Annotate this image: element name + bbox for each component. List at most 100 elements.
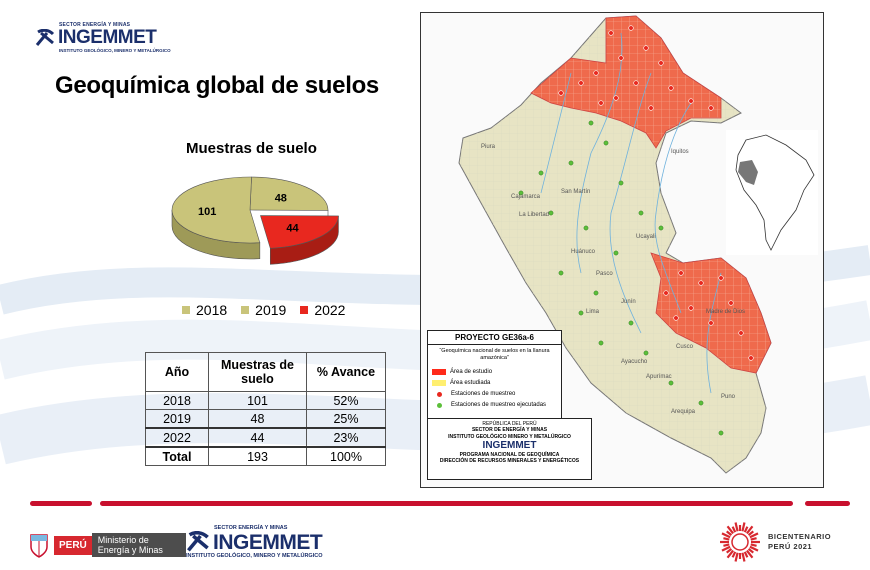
station-executed-marker [668,380,674,386]
map-legend-item: Área de estudio [428,368,561,376]
map-legend-dot [437,391,442,397]
cartouche-line2: SECTOR DE ENERGÍA Y MINAS [471,427,548,434]
map-label-junin: Junín [621,299,636,305]
legend-swatch-2018 [182,306,190,314]
map-label-la-libertad: La Libertad [519,212,549,218]
map-label-cusco: Cusco [676,344,694,350]
footer-logo-name: INGEMMET [213,530,323,554]
table-row: 2019 48 25% [145,409,386,429]
pie-slice-2018 [171,176,261,260]
peru-coat-of-arms-icon [30,534,48,558]
station-executed-marker [538,170,544,176]
chart-title: Muestras de suelo [186,140,317,157]
station-marker [748,355,754,361]
station-marker [708,105,714,111]
logo-name: INGEMMET [58,27,157,48]
station-marker [663,290,669,296]
divider-bar-middle [100,501,793,506]
map-legend-title: PROYECTO GE36a-6 [428,331,561,345]
cell-samples: 48 [208,409,307,429]
station-marker [558,90,564,96]
study-area-north [530,15,722,149]
station-marker [688,98,694,104]
peru-map-graphic: Iquitos Piura Cajamarca San Martín La Li… [458,15,772,474]
station-marker [628,25,634,31]
map-label-pasco: Pasco [596,271,613,277]
map-label-lima: Lima [586,309,600,315]
pie-data-label-2018: 101 [198,206,216,218]
cell-progress: 52% [306,391,386,410]
station-executed-marker [578,310,584,316]
station-executed-marker [588,120,594,126]
map-label-san-martin: San Martín [561,189,590,195]
station-marker [738,330,744,336]
legend-label-2022: 2022 [314,302,346,318]
station-marker [668,85,674,91]
station-marker [613,95,619,101]
map-legend-item: Área estudiada [428,379,561,387]
map-label-ucayali: Ucayali [636,234,656,240]
cell-samples: 44 [208,427,307,448]
pie-data-label-2022: 44 [286,223,299,235]
station-marker [728,300,734,306]
pie-data-label-2019: 48 [275,192,287,204]
map-label-cajamarca: Cajamarca [511,194,541,200]
header-year: Año [145,352,209,392]
peru-map: Iquitos Piura Cajamarca San Martín La Li… [420,12,824,488]
bicentenario-line2: PERÚ 2021 [768,542,813,551]
south-america-inset-map [726,130,818,255]
map-legend-swatch [432,369,446,375]
station-marker [698,280,704,286]
cell-year: 2022 [145,427,209,448]
legend-swatch-2022 [300,306,309,314]
map-legend-subtitle: “Geoquímica nacional de suelos en la lla… [439,348,550,361]
map-legend-swatch [432,380,446,386]
samples-table: Año Muestras de suelo % Avance 2018 101 … [145,352,386,466]
header-samples: Muestras de suelo [208,352,307,392]
sample-stations [518,25,754,436]
pickaxe-icon [187,531,209,552]
logo-sector-text: SECTOR ENERGÍA Y MINAS [59,22,131,28]
map-legend-label: Estaciones de muestreo ejecutadas [451,402,547,408]
legend-label-2019: 2019 [255,302,287,318]
station-executed-marker [518,190,524,196]
station-marker [658,60,664,66]
footer-ministry-logo: PERÚ Ministerio de Energía y Minas [28,525,186,565]
cell-total-label: Total [145,446,209,466]
station-executed-marker [718,430,724,436]
station-marker [608,30,614,36]
station-marker [648,105,654,111]
station-marker [633,80,639,86]
station-marker [678,270,684,276]
station-executed-marker [698,400,704,406]
footer-logo-subtitle: INSTITUTO GEOLÓGICO, MINERO Y METALÚRGIC… [186,553,323,559]
table-header-row: Año Muestras de suelo % Avance [145,352,386,392]
bicentenario-emblem-icon [720,522,760,562]
station-executed-marker [598,340,604,346]
station-marker [688,305,694,311]
station-marker [718,275,724,281]
map-label-apurimac: Apurímac [646,374,672,380]
header-progress: % Avance [306,352,386,392]
divider-bar-left [30,501,92,506]
station-marker [673,315,679,321]
station-executed-marker [583,225,589,231]
map-label-ayacucho: Ayacucho [621,359,648,365]
legend-swatch-2019 [241,306,250,314]
station-executed-marker [558,270,564,276]
ingemmet-logo-header: SECTOR ENERGÍA Y MINAS INGEMMET INSTITUT… [35,22,175,62]
station-marker [598,100,604,106]
divider-bar-right [805,501,850,506]
map-legend-item: Estaciones de muestreo [428,390,561,398]
logo-subtitle: INSTITUTO GEOLÓGICO, MINERO Y METALÚRGIC… [59,48,171,53]
cell-samples: 101 [208,391,307,410]
pie-chart: 48 44 101 [171,176,339,265]
station-executed-marker [603,140,609,146]
map-legend-item: Estaciones de muestreo ejecutadas [428,401,561,409]
cell-progress: 25% [306,409,386,429]
map-legend-dot [437,402,442,408]
station-marker [578,80,584,86]
cell-year: 2019 [145,409,209,429]
station-executed-marker [628,320,634,326]
legend-label-2018: 2018 [196,302,228,318]
